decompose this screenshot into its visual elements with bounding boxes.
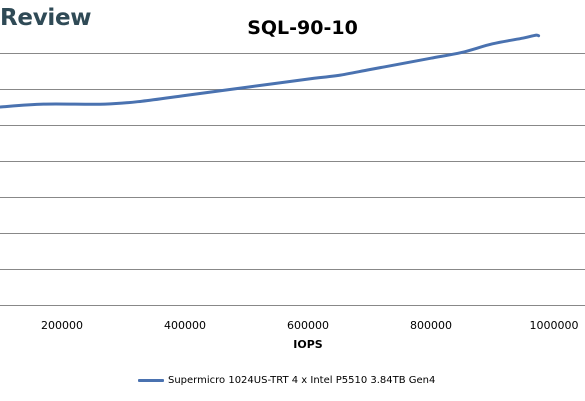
x-axis-label: IOPS (293, 338, 323, 351)
legend-swatch (138, 378, 164, 382)
legend-label: Supermicro 1024US-TRT 4 x Intel P5510 3.… (168, 374, 436, 386)
chart-title: SQL-90-10 (247, 17, 358, 39)
x-axis-ticks: 200000 400000 600000 800000 1000000 (41, 319, 579, 332)
x-tick-label: 800000 (410, 319, 452, 332)
x-tick-label: 400000 (164, 319, 206, 332)
series-group (0, 33, 541, 109)
series-line (0, 33, 541, 109)
grid-lines (0, 53, 585, 306)
x-tick-label: 600000 (287, 319, 329, 332)
x-tick-label: 200000 (41, 319, 83, 332)
x-tick-label: 1000000 (530, 319, 579, 332)
brand-logo-text: Review (0, 5, 92, 31)
legend: Supermicro 1024US-TRT 4 x Intel P5510 3.… (138, 372, 435, 388)
